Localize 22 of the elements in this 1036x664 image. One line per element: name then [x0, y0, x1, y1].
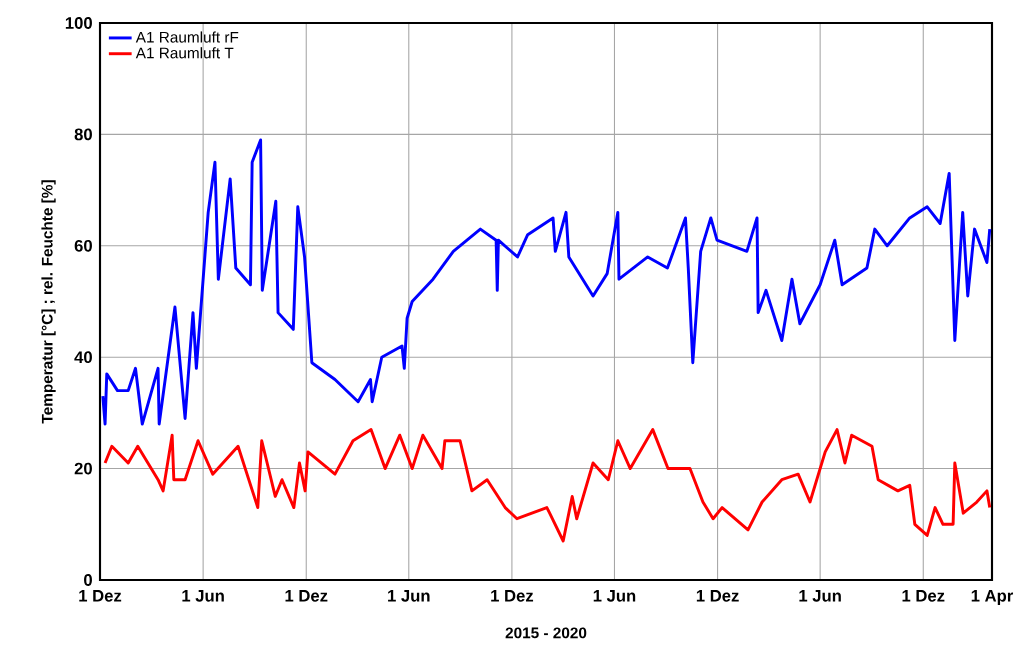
y-tick-label: 20 — [74, 462, 92, 475]
y-tick-label: 60 — [74, 239, 92, 252]
x-tick-label: 1 Apr — [971, 590, 1014, 605]
x-tick-label: 1 Dez — [696, 590, 739, 602]
x-tick-label: 1 Dez — [285, 590, 328, 602]
y-tick-label: 100 — [65, 17, 92, 29]
y-tick-label: 0 — [84, 574, 92, 586]
x-tick-label: 1 Jun — [593, 590, 636, 602]
x-axis-title: 2015 - 2020 — [505, 627, 587, 639]
x-tick-label: 1 Jun — [799, 590, 841, 602]
y-tick-label: 40 — [74, 351, 92, 364]
y-tick-label: 80 — [74, 128, 92, 141]
legend-label: A1 Raumluft rF — [135, 31, 239, 43]
x-tick-label: 1 Dez — [491, 590, 534, 602]
line-series — [103, 428, 992, 543]
x-tick-label: 1 Jun — [388, 590, 430, 602]
y-axis-title: Temperatur [°C] ; rel. Feuchte [%] — [41, 180, 56, 424]
x-tick-label: 1 Dez — [79, 590, 122, 602]
line-series — [101, 138, 992, 426]
legend-label: A1 Raumluft T — [135, 47, 234, 59]
x-tick-label: 1 Jun — [182, 590, 224, 602]
x-tick-label: 1 Dez — [902, 590, 945, 602]
